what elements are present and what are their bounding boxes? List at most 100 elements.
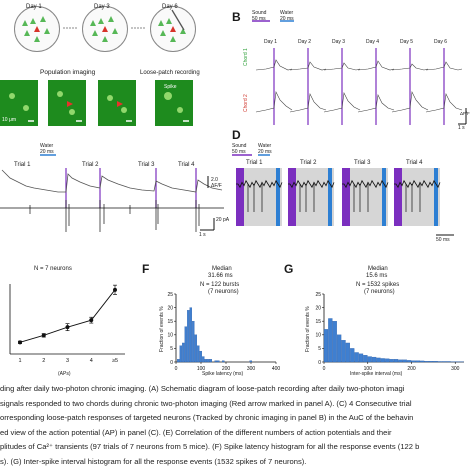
g-x-tick-label: 300 — [451, 366, 460, 372]
f-bar — [189, 307, 192, 363]
trial-label-c3: Trial 3 — [138, 162, 155, 168]
c-scale-pa: 20 pA — [216, 217, 230, 223]
e-xlabel: (APs) — [58, 371, 71, 377]
g-y-tick-label: 15 — [315, 319, 321, 325]
day-label-b4: Day 4 — [366, 39, 380, 45]
ap-trace — [342, 179, 389, 189]
f-median-label: Median — [212, 266, 232, 272]
g-bar — [380, 358, 385, 363]
panel-d-label: D — [232, 128, 241, 142]
g-y-tick-label: 25 — [315, 292, 321, 298]
f-bar — [222, 360, 225, 363]
g-bar — [446, 361, 451, 363]
f-bar — [194, 334, 197, 363]
g-n-line1: N = 1532 spikes — [356, 282, 400, 288]
e-data-point — [113, 287, 117, 292]
f-bar — [207, 359, 210, 363]
panel-f-label: F — [142, 262, 150, 276]
g-bar — [354, 352, 359, 363]
g-x-tick-label: 200 — [407, 366, 416, 372]
g-bar — [367, 356, 372, 363]
imaging-frame-4 — [155, 80, 193, 126]
f-bar — [197, 345, 200, 363]
trial-label-c4: Trial 4 — [178, 162, 195, 168]
g-ylabel: Fraction of events % — [305, 306, 311, 352]
day-label-a3: Day 6 — [162, 4, 178, 10]
g-bar — [398, 359, 403, 363]
caption-line: plitudes of Ca²⁺ transients (97 trials o… — [0, 442, 420, 452]
e-x-tick-label: ≥5 — [112, 358, 118, 364]
f-bar — [249, 360, 252, 363]
f-ylabel: Fraction of events % — [159, 306, 165, 352]
g-bar — [406, 360, 412, 363]
day-label-a1: Day 1 — [26, 4, 42, 10]
f-bar — [209, 359, 212, 363]
panel-f: F Median 31.66 ms N = 122 bursts (7 neur… — [140, 262, 300, 380]
f-x-tick-label: 100 — [197, 366, 206, 372]
trial-label-d3: Trial 3 — [354, 160, 371, 166]
g-bar — [350, 348, 355, 363]
g-bar — [415, 360, 420, 363]
loose-patch-label: Loose-patch recording — [140, 70, 200, 76]
g-bar — [336, 334, 342, 363]
g-bar — [328, 318, 333, 363]
f-bar — [187, 310, 190, 363]
f-bar — [179, 345, 182, 363]
f-bar — [182, 342, 185, 363]
g-median-label: Median — [368, 266, 388, 272]
water-duration-c: 20 ms — [40, 149, 54, 155]
ap-trace — [288, 179, 335, 189]
g-y-tick-label: 0 — [318, 360, 321, 366]
day-label-b6: Day 6 — [434, 39, 448, 45]
f-bar — [202, 356, 205, 363]
e-x-tick-label: 1 — [18, 358, 21, 364]
sound-label-b: Sound — [252, 10, 267, 16]
panel-e: N = 7 neurons 1 2 3 4 ≥5 (APs) — [0, 262, 140, 380]
g-bar — [341, 340, 346, 363]
f-x-tick-label: 400 — [272, 366, 281, 372]
day-label-b1: Day 1 — [264, 39, 278, 45]
f-x-tick-label: 0 — [175, 366, 178, 372]
panel-b: B Sound 50 ms Water 20 ms Day 1 Day 2 Da… — [230, 0, 474, 140]
ap-trace — [236, 179, 283, 189]
sound-window — [342, 168, 350, 226]
f-y-tick-label: 25 — [167, 292, 173, 298]
panel-c: Water 20 ms Trial 1 Trial 2 Trial 3 Tria… — [0, 140, 230, 252]
e-data-point — [41, 333, 46, 338]
c-scale-df: 2.0 — [211, 177, 218, 183]
g-bar — [411, 360, 416, 363]
g-bar — [385, 358, 390, 363]
e-series-line — [19, 289, 116, 343]
e-data-point — [89, 318, 94, 323]
trial-label-c1: Trial 1 — [14, 162, 31, 168]
sound-duration-b: 50 ms — [252, 16, 266, 22]
sound-label-d: Sound — [232, 143, 247, 149]
panel-e-chart: 1 2 3 4 ≥5 — [9, 284, 125, 364]
e-data-point — [18, 340, 22, 345]
g-y-tick-label: 5 — [318, 346, 321, 352]
g-bar — [371, 356, 377, 363]
spike-label: Spike — [164, 84, 177, 90]
g-x-tick-label: 0 — [323, 366, 326, 372]
e-data-point — [65, 325, 70, 330]
panel-g-chart: 0 5 10 15 20 25 0 100 200 300 — [315, 292, 464, 372]
f-y-tick-label: 20 — [167, 305, 173, 311]
g-median-value: 15.6 ms — [366, 273, 388, 279]
panel-a: Day 1 Day 3 Day 6 Population imaging Loo… — [0, 0, 200, 130]
f-bar — [217, 360, 220, 363]
e-x-tick-label: 4 — [90, 358, 93, 364]
panel-b-label: B — [232, 10, 241, 24]
brain-schematic-day1 — [14, 6, 60, 52]
caption-line: ding after daily two-photon chronic imag… — [0, 384, 405, 393]
panel-g-label: G — [284, 262, 294, 276]
f-xlabel: Spike latency (ms) — [202, 371, 244, 377]
g-bar — [345, 342, 350, 363]
day-label-a2: Day 3 — [94, 4, 110, 10]
g-bar — [420, 360, 425, 363]
panel-d-traces — [232, 154, 454, 236]
g-bar — [376, 357, 381, 363]
g-y-tick-label: 20 — [315, 305, 321, 311]
water-duration-b: 20 ms — [280, 16, 294, 22]
g-bar — [358, 353, 364, 363]
e-x-tick-label: 3 — [66, 358, 69, 364]
